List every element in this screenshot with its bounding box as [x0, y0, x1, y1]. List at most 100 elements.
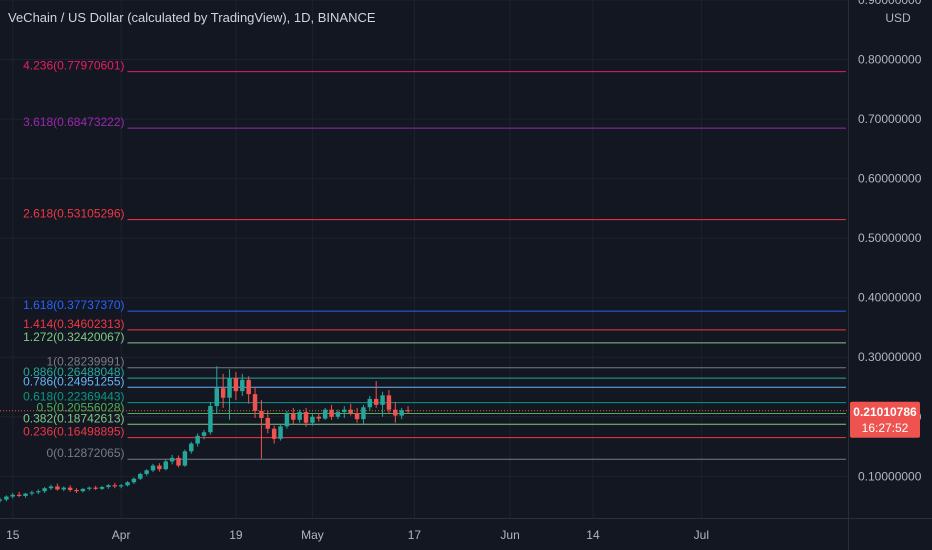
time-axis-tick-label: 14 [586, 528, 600, 542]
currency-label: USD [885, 11, 911, 25]
time-axis-tick-label: May [301, 528, 324, 542]
candle [131, 477, 137, 485]
candle [342, 406, 347, 418]
time-axis-tick-label: 15 [6, 528, 20, 542]
candle-body [322, 409, 328, 419]
candle [93, 485, 98, 491]
candle-body [278, 426, 283, 439]
price-axis-tick-label: 0.60000000 [858, 172, 922, 186]
time-axis-ticks: 15 Apr 19 May 17 Jun 14 Jul [6, 528, 709, 542]
candle [48, 484, 54, 491]
fibonacci-extension[interactable]: 4.236(0.77970601) 3.618(0.68473222) 2.618(… [23, 59, 846, 461]
candle-body [144, 470, 149, 474]
candle [169, 454, 175, 465]
last-price-label: 0.21010786 [853, 405, 917, 419]
fib-level-label: 1(0.28239991) [46, 355, 124, 369]
candle-body [316, 416, 322, 419]
candle-body [393, 409, 398, 416]
fib-level-label: 0.236(0.16498895) [23, 425, 124, 439]
candle-body [252, 394, 258, 411]
candle [227, 369, 232, 420]
candle-body [55, 486, 60, 490]
fib-level: 4.236(0.77970601) [23, 59, 846, 73]
fib-level-label: 3.618(0.68473222) [23, 115, 124, 129]
candle [23, 492, 28, 498]
fib-level-label: 4.236(0.77970601) [23, 59, 124, 73]
candle [201, 429, 207, 440]
candle [87, 486, 92, 491]
candle [138, 472, 143, 480]
candle [189, 441, 194, 454]
candle-body [16, 494, 22, 496]
candle [220, 373, 226, 408]
candle [271, 425, 277, 444]
candle-body [373, 398, 379, 405]
candle-body [291, 413, 296, 420]
candle [246, 376, 251, 404]
vertical-grid [12, 0, 702, 518]
candle [61, 486, 66, 492]
candle-body [42, 488, 47, 492]
candle-body [195, 435, 200, 444]
fib-level: 0.886(0.26488048) [23, 365, 846, 379]
candle-body [297, 412, 302, 420]
candle [118, 484, 124, 489]
candle [405, 406, 411, 414]
candle [67, 485, 73, 492]
candle [163, 459, 169, 471]
fib-level-label: 1.618(0.37737370) [23, 298, 124, 312]
candlestick-series [0, 366, 411, 503]
candle-body [93, 487, 98, 489]
candle-body [36, 491, 41, 493]
time-axis-tick-label: 19 [229, 528, 243, 542]
candle [386, 389, 392, 414]
price-axis[interactable]: USD 0.100000000.200000000.300000000.4000… [848, 0, 922, 550]
candle-body [386, 395, 392, 410]
candle [329, 404, 334, 420]
candle [393, 401, 398, 423]
candle-body [354, 413, 360, 420]
candle [240, 373, 245, 396]
candle [10, 492, 15, 499]
candle-body [240, 379, 245, 392]
candle [367, 395, 373, 411]
candle [259, 400, 264, 459]
candle-body [4, 496, 9, 500]
time-axis-tick-label: Jun [500, 528, 519, 542]
horizontal-grid [0, 0, 848, 477]
time-axis-tick-label: Jul [694, 528, 709, 542]
candle-body [182, 451, 188, 466]
candle-body [189, 443, 194, 452]
candle-body [335, 412, 341, 417]
fib-level: 0(0.12872065) [46, 446, 846, 460]
candle-body [233, 378, 239, 392]
candle-body [342, 409, 347, 413]
candle [16, 491, 22, 498]
candle [322, 407, 328, 420]
candle-body [106, 485, 111, 488]
candle-body [99, 487, 105, 489]
candle [112, 482, 117, 489]
fib-level-label: 0.786(0.24951255) [23, 374, 124, 388]
candle-body [208, 406, 213, 433]
price-axis-tick-label: 0.40000000 [858, 291, 922, 305]
candle-body [176, 457, 181, 466]
candle [265, 410, 271, 434]
fib-level: 1.618(0.37737370) [23, 298, 846, 312]
fib-level: 0.618(0.22369443) [23, 390, 846, 404]
fib-level-label: 1.414(0.34602313) [23, 317, 124, 331]
candle-body [399, 410, 404, 416]
time-axis-tick-label: Apr [112, 528, 131, 542]
fib-level-label: 0.5(0.20556028) [36, 400, 124, 414]
candle [74, 488, 79, 493]
candle [29, 490, 35, 496]
candle-body [23, 493, 28, 496]
candle-body [0, 499, 3, 501]
time-axis[interactable]: 15 Apr 19 May 17 Jun 14 Jul [0, 518, 932, 543]
candle-body [112, 485, 117, 487]
candle [399, 407, 404, 420]
candle [373, 381, 379, 408]
